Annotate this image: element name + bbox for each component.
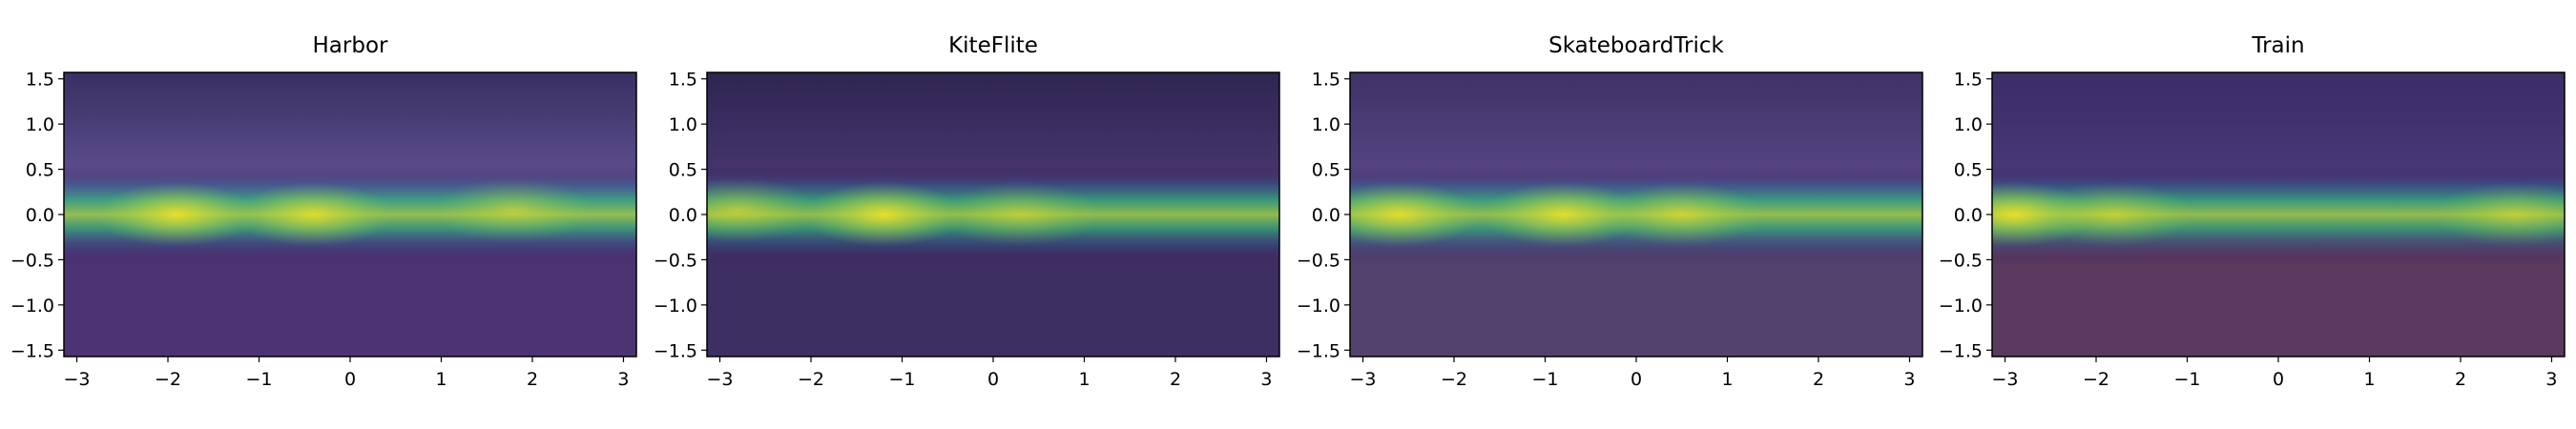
hotspot <box>232 182 395 247</box>
x-tick-label: −1 <box>888 369 915 390</box>
y-tick-label: 1.0 <box>669 114 697 135</box>
x-tick-label: 0 <box>2273 369 2284 390</box>
y-tick-label: 0.0 <box>1312 205 1340 226</box>
hotspot <box>2033 182 2196 247</box>
x-tick-label: 1 <box>1078 369 1090 390</box>
x-tick-label: −2 <box>1441 369 1467 390</box>
x-tick-label: −2 <box>798 369 824 390</box>
x-tick-label: −3 <box>1350 369 1377 390</box>
panel-2: KiteFlite −3 −2 −1 0 1 2 3 −1.5 −1.0 −0.5 0.0 0.5 1.0… <box>654 33 1280 390</box>
y-tick-label: −0.5 <box>1939 250 1983 271</box>
x-tick-label: −1 <box>1531 369 1558 390</box>
y-tick-label: −1.5 <box>1297 340 1340 361</box>
y-tick-label: 0.5 <box>669 160 697 181</box>
panel-title: Train <box>2251 33 2304 58</box>
panel-3: SkateboardTrick −3 −2 −1 0 1 2 3 −1.5 −1.0 −0.5 0.0… <box>1297 33 1923 390</box>
hotspot <box>2434 182 2565 247</box>
x-tick-label: −3 <box>64 369 91 390</box>
x-tick-label: 2 <box>527 369 538 390</box>
x-tick-label: 1 <box>435 369 447 390</box>
y-tick-label: 0.5 <box>1954 160 1983 181</box>
y-tick-label: 0.5 <box>26 160 54 181</box>
y-tick-label: −1.0 <box>1297 296 1340 317</box>
x-tick-label: −1 <box>2173 369 2200 390</box>
hotspot <box>432 177 595 243</box>
x-tick-label: 3 <box>1903 369 1915 390</box>
panel-title: KiteFlite <box>948 33 1038 58</box>
panel-4: Train −3 −2 −1 0 1 2 3 −1.5 −1.0 −0.5 0.0 0.5 1.0 1.5 <box>1939 33 2566 390</box>
x-tick-label: −3 <box>707 369 734 390</box>
hotspot <box>95 182 259 247</box>
x-tick-label: 2 <box>1170 369 1181 390</box>
x-tick-label: −3 <box>1992 369 2019 390</box>
y-tick-label: 1.5 <box>1954 70 1983 91</box>
y-tick-label: −0.5 <box>654 250 697 271</box>
x-tick-label: 0 <box>1631 369 1642 390</box>
y-tick-label: −0.5 <box>10 250 54 271</box>
y-tick-label: 1.5 <box>669 70 697 91</box>
y-tick-label: 1.0 <box>1312 114 1340 135</box>
x-tick-label: 2 <box>2455 369 2466 390</box>
x-tick-label: 1 <box>1721 369 1733 390</box>
y-tick-label: −1.0 <box>10 296 54 317</box>
x-tick-label: 3 <box>2545 369 2557 390</box>
y-tick-label: 0.0 <box>1954 205 1983 226</box>
hotspot <box>1482 182 1645 247</box>
hotspot <box>802 182 966 247</box>
y-tick-label: 1.5 <box>1312 70 1340 91</box>
hotspot <box>707 177 820 243</box>
y-tick-label: 1.0 <box>26 114 54 135</box>
hotspot <box>1350 182 1481 247</box>
y-tick-label: 0.0 <box>669 205 697 226</box>
y-tick-label: −1.5 <box>654 340 697 361</box>
x-tick-label: 0 <box>344 369 356 390</box>
y-tick-label: −1.5 <box>1939 340 1983 361</box>
x-tick-label: −2 <box>155 369 181 390</box>
x-tick-label: −1 <box>245 369 272 390</box>
y-tick-label: 0.0 <box>26 205 54 226</box>
x-tick-label: 0 <box>987 369 999 390</box>
panel-title: SkateboardTrick <box>1548 33 1724 58</box>
x-tick-label: 2 <box>1813 369 1824 390</box>
x-tick-label: 3 <box>617 369 629 390</box>
x-tick-label: 3 <box>1260 369 1272 390</box>
x-tick-label: 1 <box>2363 369 2375 390</box>
y-tick-label: 0.5 <box>1312 160 1340 181</box>
panel-1: Harbor −3 −2 −1 0 1 2 3 −1.5 −1.0 −0.5 0.0 0.5 1.0 1.5 <box>10 33 637 390</box>
y-tick-label: −1.0 <box>1939 296 1983 317</box>
y-tick-label: 1.0 <box>1954 114 1983 135</box>
y-tick-label: 1.5 <box>26 70 54 91</box>
hotspot <box>1600 182 1763 247</box>
y-tick-label: −1.0 <box>654 296 697 317</box>
y-tick-label: −1.5 <box>10 340 54 361</box>
y-tick-label: −0.5 <box>1297 250 1340 271</box>
hotspot <box>939 182 1102 247</box>
panel-title: Harbor <box>313 33 389 58</box>
x-tick-label: −2 <box>2083 369 2109 390</box>
